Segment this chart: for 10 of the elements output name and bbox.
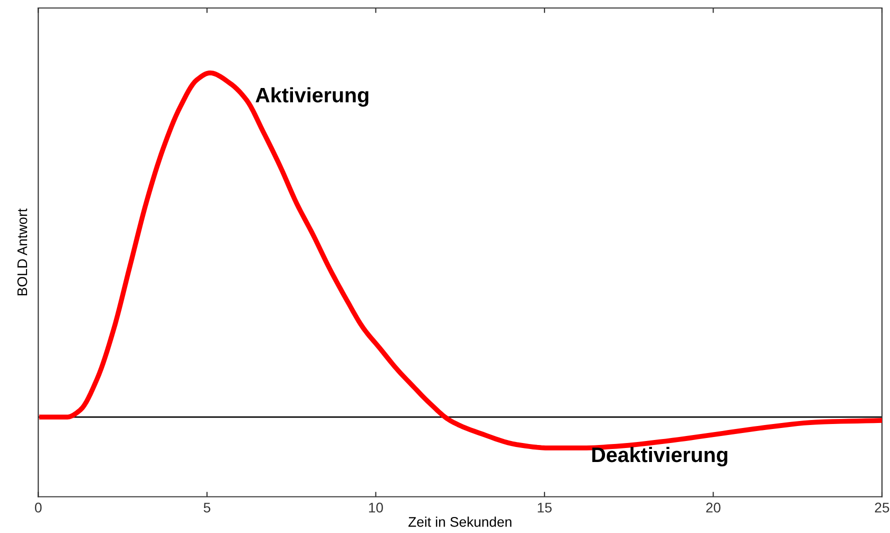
annotation: Aktivierung [256,87,368,107]
x-tick-label: 10 [369,502,383,513]
x-tick-label: 5 [204,502,210,513]
x-tick-label: 0 [34,502,42,513]
annotation: Deaktivierung [592,446,728,466]
y-axis-title: BOLD Antwort [17,208,28,296]
x-tick-label: 15 [538,502,552,513]
x-tick-label: 25 [874,502,890,513]
x-tick-label: 20 [706,502,720,513]
x-axis-title: Zeit in Sekunden [408,516,512,527]
